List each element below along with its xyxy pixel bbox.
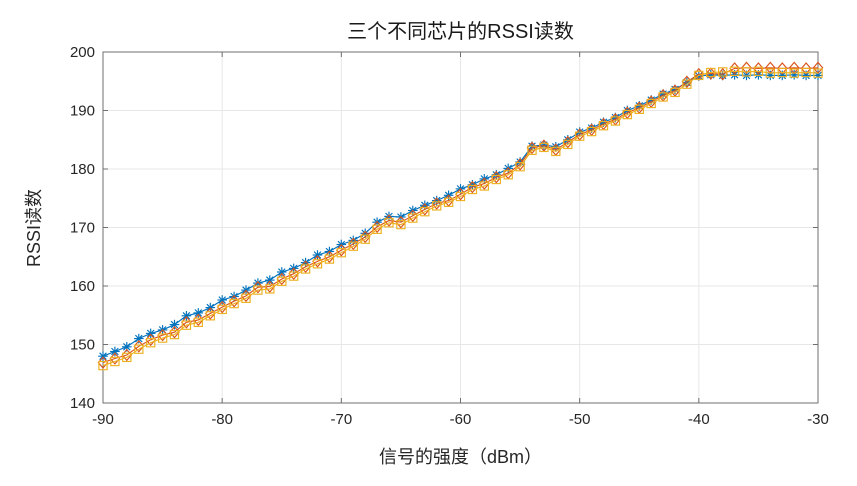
x-axis-label: 信号的强度（dBm） — [378, 447, 542, 467]
grid-lines — [103, 52, 818, 403]
x-tick-label: -80 — [211, 411, 233, 428]
y-tick-label: 180 — [70, 161, 95, 178]
x-tick-label: -60 — [450, 411, 472, 428]
x-tick-label: -70 — [330, 411, 352, 428]
x-tick-label: -40 — [688, 411, 710, 428]
y-tick-label: 140 — [70, 395, 95, 412]
series-line-chip-2 — [102, 67, 819, 364]
y-axis-label: RSSI读数 — [24, 188, 44, 268]
y-tick-labels: 140 150 160 170 180 190 200 — [70, 44, 95, 412]
chart-title: 三个不同芯片的RSSI读数 — [347, 21, 574, 43]
x-tick-label: -30 — [807, 411, 829, 428]
y-tick-label: 170 — [70, 220, 95, 237]
y-tick-label: 160 — [70, 278, 95, 295]
x-tick-label: -50 — [569, 411, 591, 428]
series-chip-3 — [98, 66, 823, 371]
series-line-chip-3 — [102, 70, 819, 367]
y-tick-label: 190 — [70, 103, 95, 120]
tick-marks — [102, 51, 819, 404]
x-tick-labels: -90 -80 -70 -60 -50 -40 -30 — [92, 411, 829, 428]
y-tick-label: 150 — [70, 337, 95, 354]
y-tick-label: 200 — [70, 44, 95, 61]
series-markers-chip-3 — [98, 66, 823, 371]
x-tick-label: -90 — [92, 411, 114, 428]
